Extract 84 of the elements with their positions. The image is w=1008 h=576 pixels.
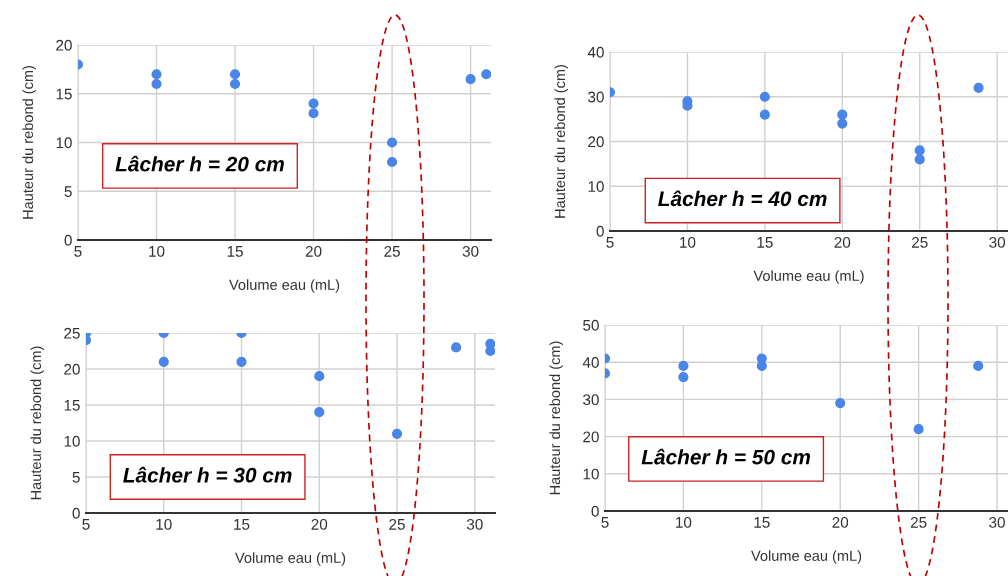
x-tick-label: 10 [680, 236, 696, 248]
point [913, 424, 924, 435]
point [386, 137, 398, 148]
annotation: Lâcher h = 50 cm [641, 448, 811, 465]
x-tick-label: 25 [912, 236, 928, 248]
y-tick-label: 0 [591, 505, 599, 517]
y-tick-label: 0 [64, 234, 72, 246]
x-axis-title: Volume eau (mL) [229, 279, 340, 293]
y-tick-label: 20 [583, 431, 599, 443]
x-tick-label: 20 [305, 245, 322, 257]
x-tick-label: 10 [676, 516, 692, 528]
point [481, 69, 491, 80]
y-tick-label: 10 [56, 137, 72, 149]
y-tick-label: 5 [64, 186, 72, 197]
x-tick-label: 25 [910, 516, 927, 528]
point [451, 342, 462, 353]
x-tick-label: 5 [82, 519, 90, 530]
point [308, 108, 319, 119]
y-axis-title: Hauteur du rebond (cm) [549, 341, 563, 495]
x-tick-label: 15 [754, 517, 770, 528]
point [973, 360, 984, 372]
y-tick-label: 20 [56, 39, 72, 51]
point [151, 69, 162, 80]
y-tick-label: 0 [596, 225, 604, 237]
point [678, 371, 689, 383]
x-tick-label: 15 [227, 246, 243, 257]
y-axis-title: Hauteur du rebond (cm) [22, 65, 36, 219]
point [973, 82, 984, 93]
y-tick-label: 10 [64, 435, 80, 447]
x-tick-label: 10 [156, 518, 172, 530]
x-tick-label: 10 [149, 245, 165, 257]
point [465, 74, 476, 85]
x-tick-label: 25 [389, 518, 405, 530]
x-tick-label: 15 [757, 237, 773, 248]
x-tick-label: 15 [234, 519, 250, 530]
point [759, 109, 770, 120]
point [386, 156, 398, 168]
y-tick-label: 30 [583, 394, 599, 406]
point [837, 118, 848, 129]
point [229, 69, 241, 80]
y-tick-label: 40 [582, 357, 599, 368]
point [314, 371, 325, 382]
annotation: Lâcher h = 20 cm [115, 155, 284, 172]
y-tick-label: 40 [587, 46, 604, 58]
annotation: Lâcher h = 40 cm [658, 190, 827, 207]
y-tick-label: 20 [64, 363, 80, 375]
x-tick-label: 30 [466, 518, 483, 530]
x-tick-label: 25 [384, 245, 400, 257]
point [308, 98, 319, 109]
y-tick-label: 10 [583, 468, 599, 480]
x-tick-label: 30 [462, 245, 479, 257]
y-tick-label: 5 [72, 472, 80, 483]
point [914, 154, 925, 165]
annotation: Lâcher h = 30 cm [123, 466, 292, 483]
point [837, 109, 848, 120]
y-tick-label: 50 [583, 319, 599, 331]
y-tick-label: 15 [56, 88, 72, 100]
y-tick-label: 0 [72, 507, 80, 519]
x-tick-label: 20 [832, 516, 849, 528]
x-tick-label: 20 [834, 236, 851, 248]
point [314, 407, 325, 418]
y-tick-label: 30 [588, 91, 604, 103]
x-tick-label: 20 [311, 518, 328, 530]
x-tick-label: 5 [606, 237, 614, 248]
x-axis-title: Volume eau (mL) [751, 550, 862, 564]
x-axis-title: Volume eau (mL) [235, 552, 346, 566]
point [835, 398, 846, 409]
y-tick-label: 25 [64, 327, 80, 339]
point [391, 428, 403, 439]
y-axis-title: Hauteur du rebond (cm) [30, 346, 44, 500]
point [151, 78, 162, 90]
y-tick-label: 20 [588, 136, 604, 148]
x-axis-title: Volume eau (mL) [753, 270, 864, 284]
point [914, 145, 925, 156]
x-tick-label: 30 [989, 236, 1006, 248]
point [158, 356, 169, 367]
y-tick-label: 15 [64, 400, 80, 411]
point [759, 91, 770, 102]
y-axis-title: Hauteur du rebond (cm) [554, 64, 568, 218]
point [678, 360, 689, 372]
point [229, 78, 241, 90]
y-tick-label: 10 [588, 181, 604, 192]
x-tick-label: 30 [989, 516, 1005, 528]
point [236, 356, 247, 367]
